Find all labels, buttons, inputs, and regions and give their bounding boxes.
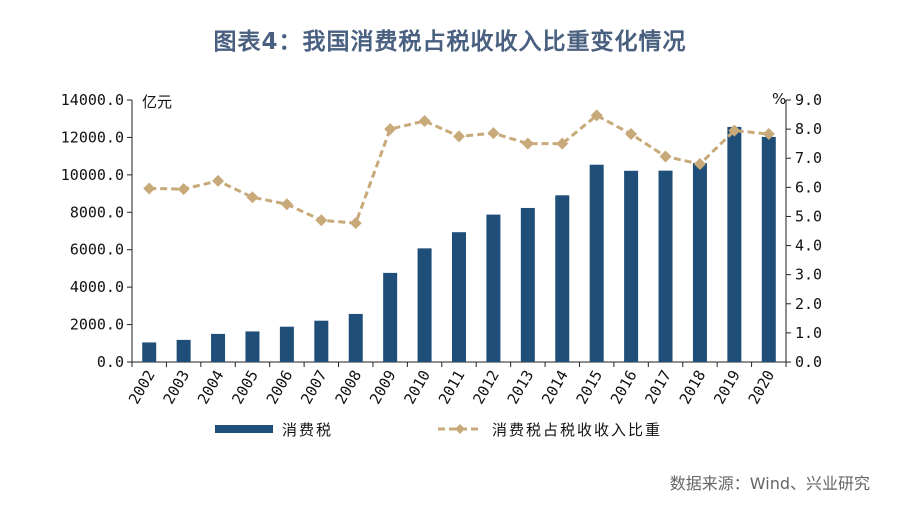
x-tick-label: 2017	[641, 367, 675, 407]
x-tick-label: 2009	[366, 367, 400, 407]
right-tick-label: 8.0	[795, 120, 822, 138]
x-tick-label: 2012	[469, 367, 503, 407]
bar-2018	[692, 163, 707, 362]
x-tick-labels: 2002 2003 2004 2005 2006 2007 2008 2009 2010 2011…	[125, 367, 778, 407]
right-axis-unit: %	[772, 90, 786, 108]
bar-2006	[279, 326, 294, 362]
source-note: 数据来源：Wind、兴业研究	[669, 474, 870, 493]
bar-2007	[314, 320, 329, 362]
ratio-point-2016	[625, 128, 638, 141]
bar-2011	[452, 232, 466, 362]
left-tick-label: 2000.0	[70, 316, 124, 334]
ratio-point-2011	[453, 130, 465, 143]
x-tick-label: 2002	[125, 367, 159, 407]
x-tick-label: 2020	[745, 367, 779, 407]
bar-series	[142, 126, 776, 363]
bar-2017	[658, 170, 673, 362]
bar-2005	[245, 331, 260, 362]
bar-2008	[348, 313, 363, 362]
bar-2020	[761, 136, 776, 362]
left-tick-label: 12000.0	[61, 128, 124, 146]
x-tick-label: 2010	[400, 367, 434, 407]
x-tick-label: 2004	[194, 367, 228, 407]
x-tick-label: 2007	[297, 367, 331, 407]
legend-bar-swatch	[215, 425, 273, 433]
x-tick-label: 2015	[572, 367, 606, 407]
x-tick-label: 2016	[607, 367, 641, 407]
legend-line-marker	[455, 424, 465, 434]
x-tick-label: 2003	[159, 367, 193, 407]
ratio-point-2007	[315, 214, 328, 227]
right-tick-label: 7.0	[795, 149, 822, 167]
ratio-point-2009	[384, 123, 397, 136]
x-tick-label: 2005	[228, 367, 262, 407]
ratio-point-2020	[762, 128, 775, 141]
ratio-point-2015	[590, 109, 603, 122]
left-tick-label: 4000.0	[70, 278, 124, 296]
bar-2012	[486, 214, 501, 362]
right-tick-label: 0.0	[795, 353, 822, 371]
right-tick-label: 9.0	[795, 91, 822, 109]
x-tick-label: 2011	[435, 367, 469, 407]
x-tick-label: 2013	[504, 367, 538, 407]
right-tick-label: 4.0	[795, 237, 822, 255]
bar-2015	[589, 164, 604, 362]
bar-2019	[727, 126, 742, 363]
bar-2013	[520, 207, 535, 362]
left-axis-unit: 亿元	[142, 93, 172, 111]
ratio-point-2018	[693, 158, 706, 171]
bar-2009	[383, 272, 398, 362]
left-tick-label: 14000.0	[61, 91, 124, 109]
x-tick-label: 2008	[332, 367, 366, 407]
left-tick-label: 8000.0	[70, 203, 124, 221]
left-tick-label: 6000.0	[70, 241, 124, 259]
right-tick-label: 5.0	[795, 207, 822, 225]
x-tick-label: 2006	[263, 367, 297, 407]
ratio-point-2019	[728, 124, 741, 137]
bar-2010	[417, 248, 432, 362]
right-tick-label: 3.0	[795, 266, 822, 284]
ratio-point-2014	[556, 137, 569, 150]
right-tick-label: 2.0	[795, 295, 822, 313]
bar-2002	[142, 342, 157, 362]
right-tick-label: 6.0	[795, 178, 822, 196]
bar-2016	[624, 170, 639, 362]
axes: 0.0 2000.0 4000.0 6000.0 8000.0 10000.0 12000.…	[61, 91, 822, 371]
left-tick-label: 0.0	[97, 353, 124, 371]
bar-2003	[176, 339, 191, 362]
ratio-point-2008	[349, 217, 362, 230]
legend: 消费税 消费税占税收收入比重	[215, 421, 662, 439]
x-tick-label: 2019	[710, 367, 744, 407]
bar-2004	[211, 333, 226, 362]
line-series	[143, 109, 775, 230]
ratio-point-2005	[246, 191, 259, 204]
ratio-point-2017	[659, 150, 672, 163]
legend-bar-label: 消费税	[282, 421, 333, 439]
ratio-point-2013	[521, 137, 534, 150]
bar-2014	[555, 195, 570, 362]
ratio-point-2002	[143, 182, 156, 195]
chart-title: 图表4：我国消费税占税收收入比重变化情况	[213, 29, 687, 55]
right-tick-label: 1.0	[795, 324, 822, 342]
left-tick-label: 10000.0	[61, 166, 124, 184]
ratio-point-2010	[418, 114, 431, 127]
x-tick-label: 2018	[676, 367, 710, 407]
ratio-point-2003	[177, 183, 190, 196]
ratio-point-2004	[212, 174, 225, 187]
x-tick-label: 2014	[538, 367, 572, 407]
legend-line-label: 消费税占税收收入比重	[492, 421, 662, 439]
ratio-point-2012	[487, 127, 500, 140]
ratio-point-2006	[280, 198, 293, 211]
